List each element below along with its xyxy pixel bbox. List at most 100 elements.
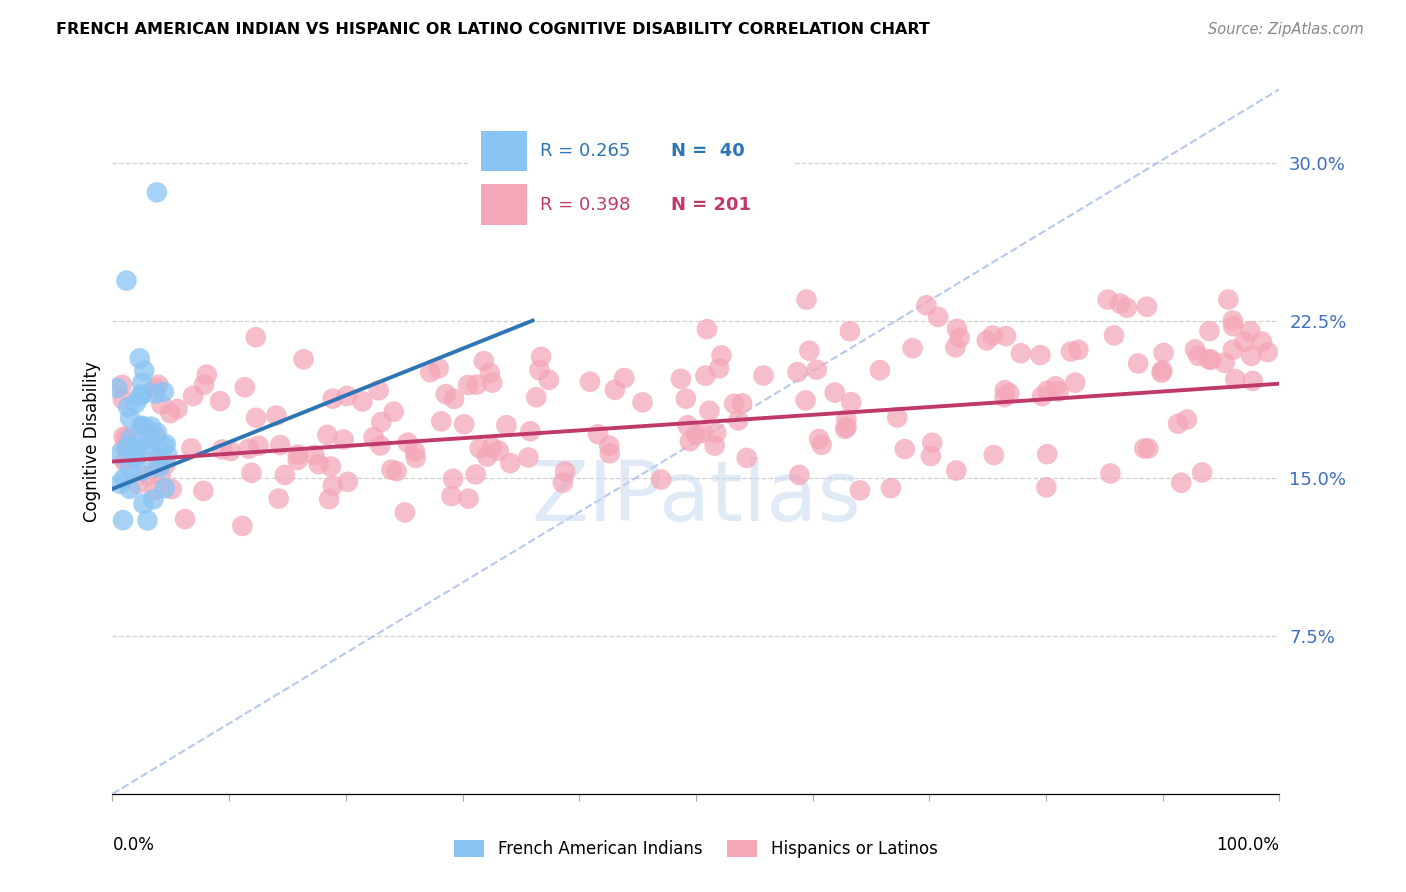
- Point: [998, 386, 1021, 401]
- Point: [1233, 334, 1256, 349]
- Point: [131, 418, 153, 433]
- Point: [134, 420, 156, 434]
- Point: [247, 439, 270, 453]
- Point: [786, 365, 808, 379]
- Point: [159, 406, 181, 420]
- Point: [367, 384, 389, 398]
- Point: [160, 482, 183, 496]
- Point: [1187, 349, 1209, 363]
- Point: [499, 456, 522, 470]
- Point: [579, 375, 602, 389]
- Point: [434, 387, 457, 401]
- Point: [1184, 343, 1206, 357]
- Point: [385, 464, 408, 478]
- Text: R = 0.265: R = 0.265: [540, 142, 631, 160]
- Point: [835, 420, 858, 434]
- Point: [139, 419, 162, 434]
- Point: [318, 492, 340, 507]
- Point: [799, 343, 821, 358]
- Point: [1133, 442, 1156, 456]
- Point: [1170, 475, 1192, 490]
- Point: [1213, 356, 1236, 370]
- Point: [457, 491, 479, 506]
- Point: [465, 377, 488, 392]
- Point: [927, 310, 949, 324]
- Point: [266, 409, 288, 423]
- Point: [709, 361, 731, 376]
- Point: [128, 351, 150, 366]
- Point: [139, 429, 162, 443]
- Point: [787, 467, 810, 482]
- Point: [613, 371, 636, 385]
- Point: [838, 324, 860, 338]
- Point: [148, 460, 170, 475]
- Point: [915, 298, 938, 312]
- Point: [676, 418, 699, 433]
- Point: [131, 376, 153, 390]
- Point: [150, 397, 173, 411]
- Point: [141, 433, 163, 447]
- Y-axis label: Cognitive Disability: Cognitive Disability: [83, 361, 101, 522]
- Point: [134, 363, 156, 377]
- Point: [240, 466, 263, 480]
- Point: [599, 446, 621, 460]
- Point: [156, 448, 179, 462]
- Point: [267, 491, 290, 506]
- Point: [1036, 384, 1059, 398]
- Point: [115, 274, 138, 288]
- Point: [1099, 467, 1122, 481]
- Point: [524, 390, 547, 404]
- Point: [981, 328, 1004, 343]
- Point: [1064, 376, 1087, 390]
- Point: [949, 331, 972, 345]
- Point: [105, 381, 128, 395]
- Point: [994, 329, 1017, 343]
- Point: [530, 350, 553, 364]
- Point: [849, 483, 872, 498]
- Point: [835, 412, 858, 426]
- Point: [405, 450, 427, 465]
- Point: [752, 368, 775, 383]
- Point: [245, 410, 267, 425]
- Point: [238, 442, 260, 456]
- Point: [117, 400, 139, 414]
- Point: [108, 476, 131, 491]
- Point: [396, 435, 419, 450]
- Point: [1102, 328, 1125, 343]
- Point: [1251, 334, 1274, 349]
- Point: [211, 442, 233, 457]
- Point: [145, 429, 167, 443]
- Point: [146, 453, 169, 467]
- Point: [723, 397, 745, 411]
- Point: [142, 492, 165, 507]
- Point: [692, 425, 714, 440]
- Point: [704, 425, 727, 440]
- Point: [519, 424, 541, 438]
- Point: [586, 427, 609, 442]
- Point: [152, 384, 174, 399]
- Point: [993, 390, 1015, 404]
- Point: [136, 513, 159, 527]
- Point: [475, 450, 498, 464]
- Point: [112, 471, 135, 485]
- Point: [114, 454, 136, 468]
- Point: [131, 464, 153, 478]
- Point: [1152, 363, 1174, 377]
- Point: [810, 438, 832, 452]
- Point: [481, 441, 503, 455]
- Point: [380, 463, 402, 477]
- Point: [1222, 343, 1244, 357]
- Point: [233, 380, 256, 394]
- Point: [1137, 442, 1160, 456]
- Point: [946, 322, 969, 336]
- Point: [886, 410, 908, 425]
- Point: [1198, 324, 1220, 338]
- Point: [1198, 352, 1220, 367]
- FancyBboxPatch shape: [463, 115, 801, 240]
- Point: [245, 330, 267, 344]
- Point: [695, 368, 717, 383]
- Point: [1045, 379, 1067, 393]
- Point: [1031, 389, 1053, 403]
- Point: [945, 463, 967, 477]
- Point: [1167, 417, 1189, 431]
